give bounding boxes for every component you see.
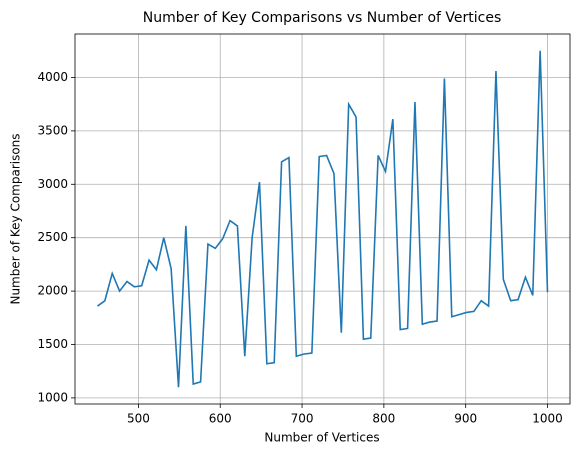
y-tick-label: 3500 <box>37 123 68 137</box>
y-axis-label: Number of Key Comparisons <box>9 133 23 304</box>
plot-frame <box>74 33 571 405</box>
y-tick-label: 3000 <box>37 177 68 191</box>
x-tick-label: 700 <box>291 412 314 426</box>
x-tick-label: 500 <box>127 412 150 426</box>
x-axis-label: Number of Vertices <box>264 431 379 445</box>
chart-title: Number of Key Comparisons vs Number of V… <box>143 10 502 26</box>
y-tick-label: 1000 <box>37 390 68 404</box>
x-tick-label: 800 <box>372 412 395 426</box>
x-tick-label: 1000 <box>532 412 563 426</box>
data-line <box>97 50 549 388</box>
x-tick-label: 600 <box>209 412 232 426</box>
y-tick-label: 1500 <box>37 337 68 351</box>
y-tick-label: 2500 <box>37 230 68 244</box>
x-tick-label: 900 <box>454 412 477 426</box>
y-tick-label: 4000 <box>37 70 68 84</box>
y-tick-label: 2000 <box>37 284 68 298</box>
